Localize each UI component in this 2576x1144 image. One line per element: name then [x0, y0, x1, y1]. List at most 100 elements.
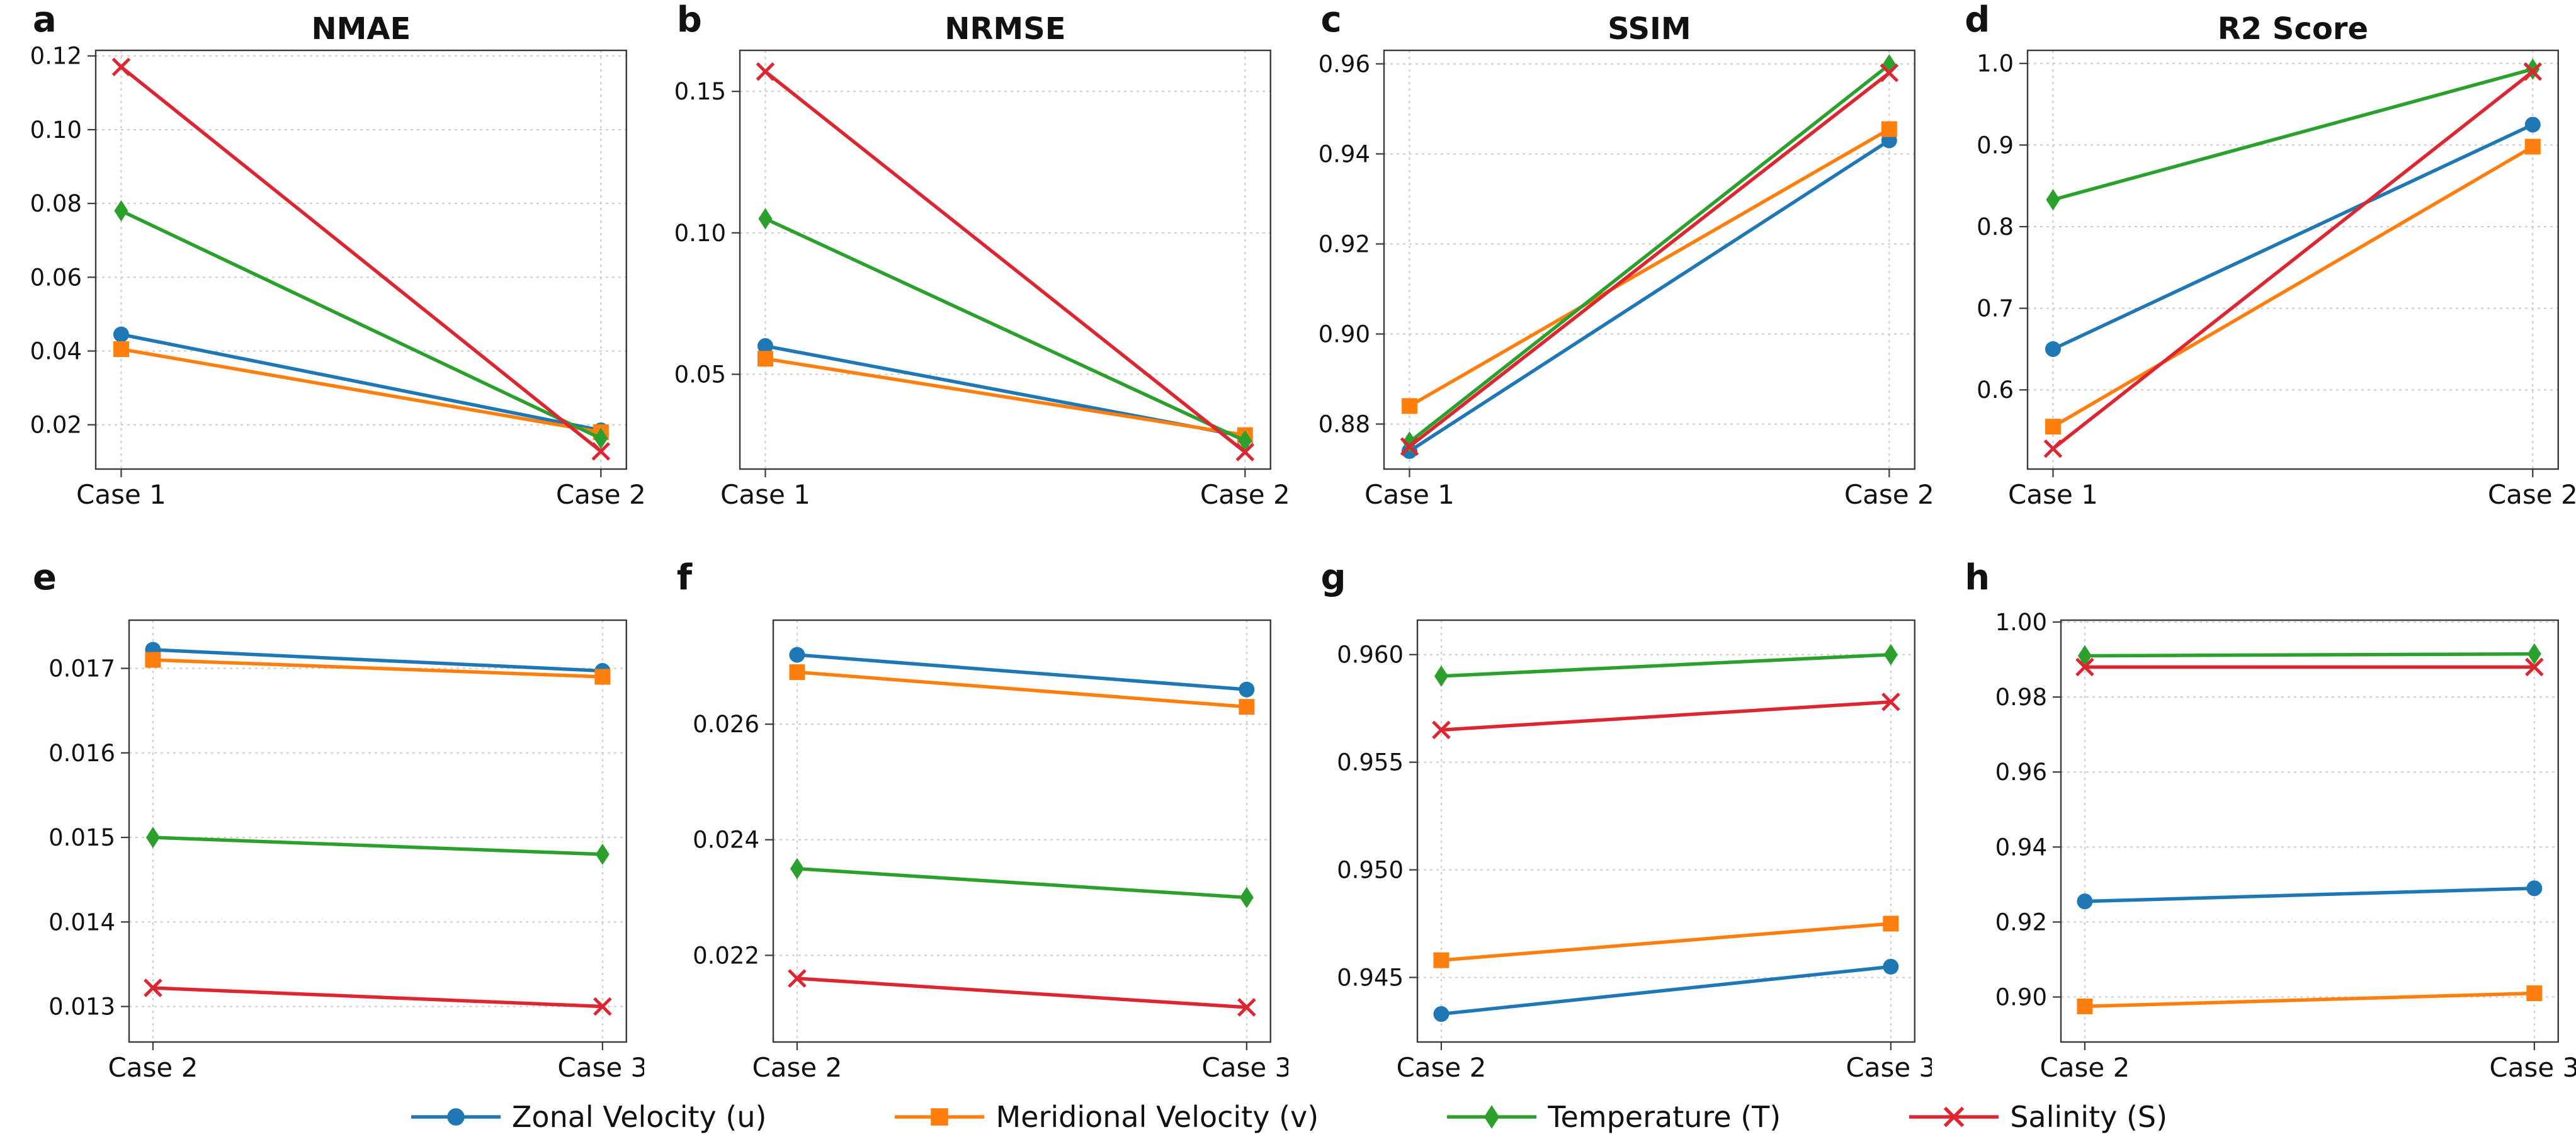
subplot-title: SSIM [1608, 11, 1691, 47]
y-tick-label: 0.10 [674, 220, 725, 247]
subplot-c-ssim: c 0.88 0.90 0.92 0.94 0.96 Case 1 Case 2 SSIM [1288, 0, 1932, 554]
series-line-v [797, 670, 1247, 709]
x-tick-label: Case 1 [1365, 479, 1455, 510]
square-marker [1433, 952, 1449, 968]
chart-c-canvas: 0.88 0.90 0.92 0.94 0.96 Case 1 Case 2 SSIM [1318, 11, 1932, 510]
series-line-v [120, 347, 601, 434]
x-marker [591, 442, 611, 461]
y-tick-label: 0.96 [1995, 759, 2047, 786]
y-tick-label: 0.90 [1995, 983, 2047, 1011]
diamond-marker [2078, 645, 2092, 667]
series-line-u [2085, 886, 2535, 903]
y-tick-label: 0.15 [674, 78, 725, 105]
diamond-marker [594, 428, 608, 450]
y-tick-label: 0.960 [1337, 642, 1404, 669]
diamond-marker [114, 200, 128, 222]
y-tick-label: 0.945 [1337, 964, 1404, 991]
y-tick-label: 0.017 [48, 655, 115, 682]
zonal-velocity-circle-icon [411, 1107, 501, 1126]
series-line-u [1408, 139, 1890, 453]
square-marker [931, 1107, 949, 1126]
x-marker [593, 997, 612, 1016]
subplot-title: R2 Score [2218, 11, 2368, 47]
series-line-S [797, 977, 1247, 1009]
subplot-title: NRMSE [945, 11, 1065, 47]
x-marker [1400, 437, 1419, 456]
y-tick-label: 0.06 [30, 264, 82, 291]
series-line-T [2085, 652, 2535, 658]
circle-marker [2526, 880, 2543, 897]
x-marker [1880, 63, 1898, 82]
x-tick-label: Case 2 [108, 1052, 198, 1083]
square-marker [1882, 915, 1898, 932]
x-marker [1881, 693, 1900, 711]
subplot-f-nrmse-case23: f 0.022 0.024 0.026 Case 2 Case 3 [644, 554, 1288, 1089]
salinity-x-icon [1909, 1106, 1999, 1127]
legend-label-zonal-velocity: Zonal Velocity (u) [511, 1099, 767, 1134]
x-marker [756, 62, 775, 81]
y-tick-label: 0.05 [674, 361, 725, 388]
x-marker [1943, 1106, 1965, 1127]
y-tick-label: 0.98 [1995, 684, 2047, 711]
y-tick-label: 0.022 [693, 942, 759, 969]
diamond-marker [2528, 643, 2542, 665]
y-tick-label: 0.94 [1995, 834, 2047, 861]
x-marker [2525, 657, 2544, 677]
y-tick-label: 0.013 [48, 994, 115, 1021]
circle-marker [1239, 681, 1255, 698]
panel-letter-a: a [33, 0, 57, 40]
x-tick-label: Case 2 [2040, 1052, 2130, 1083]
circle-marker [1433, 1006, 1449, 1022]
square-marker [594, 669, 611, 685]
x-marker [2075, 657, 2094, 677]
x-marker [111, 57, 131, 77]
y-tick-label: 0.92 [1995, 909, 2047, 936]
y-tick-label: 1.00 [1995, 609, 2047, 636]
y-tick-label: 0.04 [30, 337, 82, 365]
x-tick-label: Case 3 [1201, 1052, 1288, 1083]
square-marker [789, 664, 805, 681]
diamond-marker [2046, 189, 2060, 211]
y-tick-label: 0.12 [30, 43, 82, 70]
series-line-v [2052, 145, 2534, 428]
series-line-S [1408, 71, 1890, 448]
legend-item-temperature: Temperature (T) [1444, 1099, 1781, 1135]
panel-letter-c: c [1320, 0, 1342, 40]
square-marker [2526, 985, 2543, 1002]
subplot-d-r2: d 0.6 0.7 0.8 0.9 1.0 Case 1 Case 2 R2 Score [1932, 0, 2576, 554]
chart-a-canvas: 0.02 0.04 0.06 0.08 0.10 0.12 Case 1 Case 2 NMAE [30, 11, 644, 510]
x-tick-label: Case 2 [1396, 1052, 1486, 1083]
square-marker [1239, 699, 1255, 715]
diamond-marker [758, 208, 773, 230]
y-tick-label: 0.10 [30, 116, 82, 144]
subplot-g-ssim-case23: g 0.945 0.950 0.955 0.960 Case 2 Case 3 [1288, 554, 1932, 1089]
y-tick-label: 0.014 [48, 909, 115, 936]
series-line-T [2052, 67, 2534, 201]
x-marker [144, 978, 162, 997]
square-marker [2525, 139, 2541, 155]
series-line-T [797, 866, 1247, 900]
x-tick-label: Case 2 [1200, 479, 1288, 510]
temperature-diamond-icon [1447, 1104, 1537, 1129]
series-line-v [764, 357, 1245, 437]
legend-label-salinity: Salinity (S) [2010, 1099, 2168, 1134]
circle-marker [113, 326, 129, 343]
subplot-grid: a 0.02 0.04 0.06 0.08 0.10 0.12 Case 1 Case 2 NM… [30, 0, 2576, 1089]
series-line-v [1441, 922, 1891, 962]
square-marker [1401, 398, 1417, 414]
x-tick-label: Case 3 [2490, 1052, 2576, 1083]
y-tick-label: 0.92 [1318, 230, 1370, 258]
x-marker [1237, 998, 1256, 1017]
series-line-T [152, 835, 603, 856]
y-tick-label: 0.94 [1318, 140, 1370, 167]
series-line-v [1408, 127, 1890, 408]
y-tick-label: 0.08 [30, 190, 82, 217]
x-marker [2523, 62, 2543, 81]
y-tick-label: 0.955 [1337, 749, 1404, 776]
y-tick-label: 0.02 [30, 412, 82, 439]
x-tick-label: Case 1 [720, 479, 810, 510]
square-marker [145, 652, 161, 668]
y-tick-label: 0.024 [693, 827, 759, 854]
series-line-u [152, 648, 603, 673]
